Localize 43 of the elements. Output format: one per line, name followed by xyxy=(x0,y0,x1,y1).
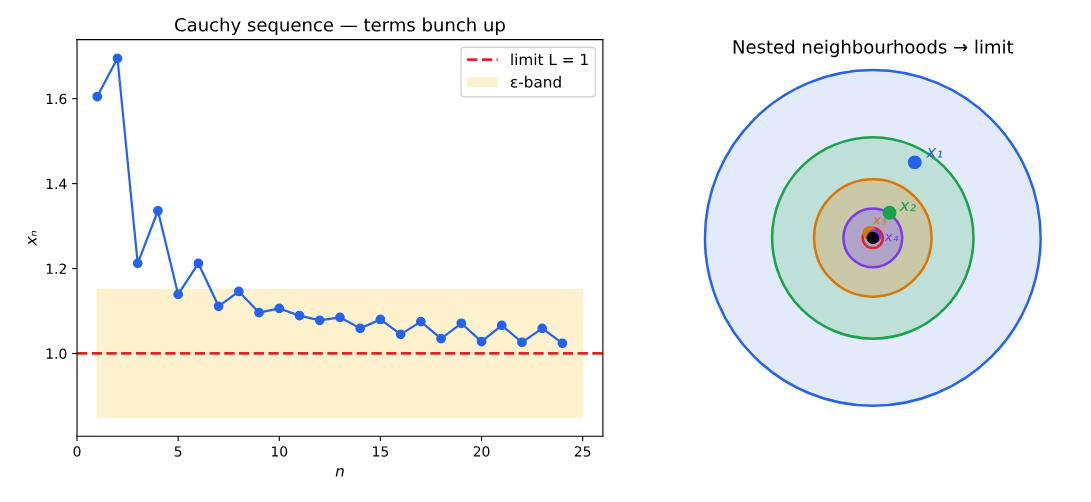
x-axis-title: n xyxy=(335,468,344,477)
y-tick-label: 1.0 xyxy=(46,348,67,359)
x-tick-label: 15 xyxy=(373,446,389,457)
y-tick-label: 1.6 xyxy=(46,93,67,105)
point xyxy=(517,337,527,348)
text: x₄ xyxy=(884,233,899,242)
point xyxy=(355,323,366,334)
point xyxy=(193,258,204,269)
x-tick-label: 5 xyxy=(174,446,182,457)
chart-title: Cauchy sequence — terms bunch up xyxy=(175,17,505,36)
y-tick-label: 1.4 xyxy=(46,178,67,189)
point xyxy=(233,286,244,297)
point xyxy=(537,323,548,334)
x-tick-label: 10 xyxy=(271,446,288,457)
point xyxy=(173,289,184,300)
x-tick-label: 25 xyxy=(574,446,591,457)
y-axis-title: xₙ xyxy=(28,231,37,246)
x-tick-label: 0 xyxy=(73,446,81,457)
x-tick-label: 20 xyxy=(473,446,490,457)
point xyxy=(395,329,406,340)
text: Nested neighbourhoods → limit xyxy=(733,39,1014,58)
point xyxy=(112,53,123,64)
point xyxy=(456,318,467,329)
point xyxy=(557,338,568,349)
legend-label: limit L = 1 xyxy=(511,53,588,66)
point xyxy=(415,316,426,327)
point xyxy=(274,303,285,314)
point xyxy=(496,320,507,331)
point xyxy=(92,91,103,102)
point xyxy=(476,336,487,347)
point xyxy=(294,310,305,321)
y-tick-label: 1.2 xyxy=(46,263,66,274)
text: x₂ xyxy=(899,201,916,212)
text: x₃ xyxy=(872,216,887,225)
point xyxy=(153,205,163,216)
point xyxy=(132,258,143,269)
point xyxy=(335,312,345,323)
legend-label: ε-band xyxy=(510,75,561,88)
point xyxy=(375,314,386,325)
point xyxy=(314,315,325,326)
point xyxy=(254,307,264,318)
point xyxy=(436,333,446,344)
point xyxy=(213,301,224,312)
